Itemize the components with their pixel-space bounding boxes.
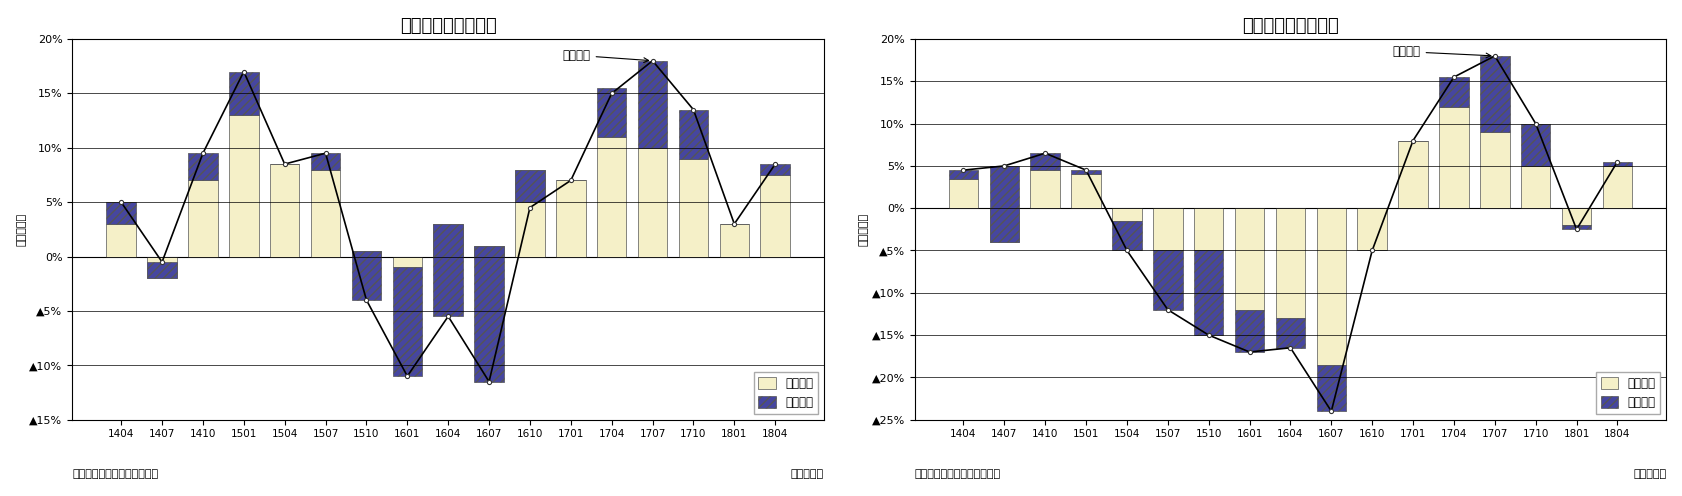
Bar: [637, 148, 666, 256]
Text: （年・月）: （年・月）: [791, 469, 824, 479]
Bar: [949, 170, 977, 179]
Bar: [311, 153, 340, 170]
Bar: [1357, 208, 1386, 250]
Bar: [760, 175, 789, 256]
Bar: [474, 246, 503, 256]
Bar: [229, 71, 259, 115]
Bar: [1071, 170, 1100, 175]
Bar: [678, 110, 708, 159]
Bar: [678, 159, 708, 256]
Bar: [1029, 170, 1060, 208]
Bar: [1438, 77, 1468, 107]
Bar: [311, 170, 340, 256]
Bar: [1193, 208, 1223, 250]
Bar: [352, 251, 380, 300]
Bar: [949, 179, 977, 208]
Bar: [515, 170, 545, 256]
Text: （資料）財務省「貿易統計」: （資料）財務省「貿易統計」: [72, 469, 158, 479]
Bar: [597, 88, 626, 137]
Bar: [1601, 166, 1632, 208]
Bar: [760, 164, 789, 175]
Bar: [269, 164, 299, 256]
Bar: [1315, 208, 1346, 365]
Bar: [1152, 208, 1182, 250]
Bar: [106, 202, 136, 224]
Bar: [1275, 318, 1304, 348]
Bar: [392, 267, 422, 376]
Title: 輸出金額の要因分解: 輸出金額の要因分解: [400, 17, 496, 35]
Bar: [1275, 208, 1304, 318]
Bar: [1071, 175, 1100, 208]
Bar: [989, 166, 1018, 242]
Bar: [352, 251, 380, 256]
Bar: [1315, 365, 1346, 411]
Bar: [229, 115, 259, 256]
Bar: [1561, 225, 1591, 229]
Bar: [515, 170, 545, 202]
Bar: [1152, 250, 1182, 310]
Bar: [1478, 56, 1509, 132]
Title: 輸入金額の要因分解: 輸入金額の要因分解: [1241, 17, 1337, 35]
Bar: [148, 256, 177, 278]
Bar: [597, 137, 626, 256]
Bar: [392, 256, 422, 267]
Bar: [720, 224, 748, 256]
Bar: [1112, 208, 1140, 221]
Text: 輸入金額: 輸入金額: [1391, 45, 1490, 58]
Bar: [434, 224, 463, 316]
Bar: [1029, 153, 1060, 170]
Bar: [1193, 250, 1223, 335]
Bar: [188, 181, 217, 256]
Legend: 数量要因, 価格要因: 数量要因, 価格要因: [1595, 372, 1660, 414]
Bar: [1478, 132, 1509, 208]
Text: 輸出金額: 輸出金額: [562, 49, 648, 62]
Text: （年・月）: （年・月）: [1632, 469, 1665, 479]
Bar: [188, 153, 217, 181]
Bar: [637, 61, 666, 148]
Bar: [148, 262, 177, 278]
Bar: [1112, 221, 1140, 250]
Bar: [1438, 107, 1468, 208]
Y-axis label: （前年比）: （前年比）: [858, 213, 868, 246]
Bar: [1561, 208, 1591, 225]
Bar: [1601, 162, 1632, 166]
Bar: [1521, 124, 1549, 166]
Bar: [434, 224, 463, 256]
Bar: [1521, 166, 1549, 208]
Legend: 数量要因, 価格要因: 数量要因, 価格要因: [754, 372, 817, 414]
Bar: [1235, 208, 1263, 310]
Text: （資料）財務省「貿易統計」: （資料）財務省「貿易統計」: [913, 469, 1001, 479]
Bar: [989, 208, 1018, 242]
Bar: [474, 246, 503, 381]
Bar: [1398, 140, 1426, 208]
Bar: [1235, 310, 1263, 352]
Bar: [555, 181, 585, 256]
Y-axis label: （前年比）: （前年比）: [17, 213, 27, 246]
Bar: [106, 224, 136, 256]
